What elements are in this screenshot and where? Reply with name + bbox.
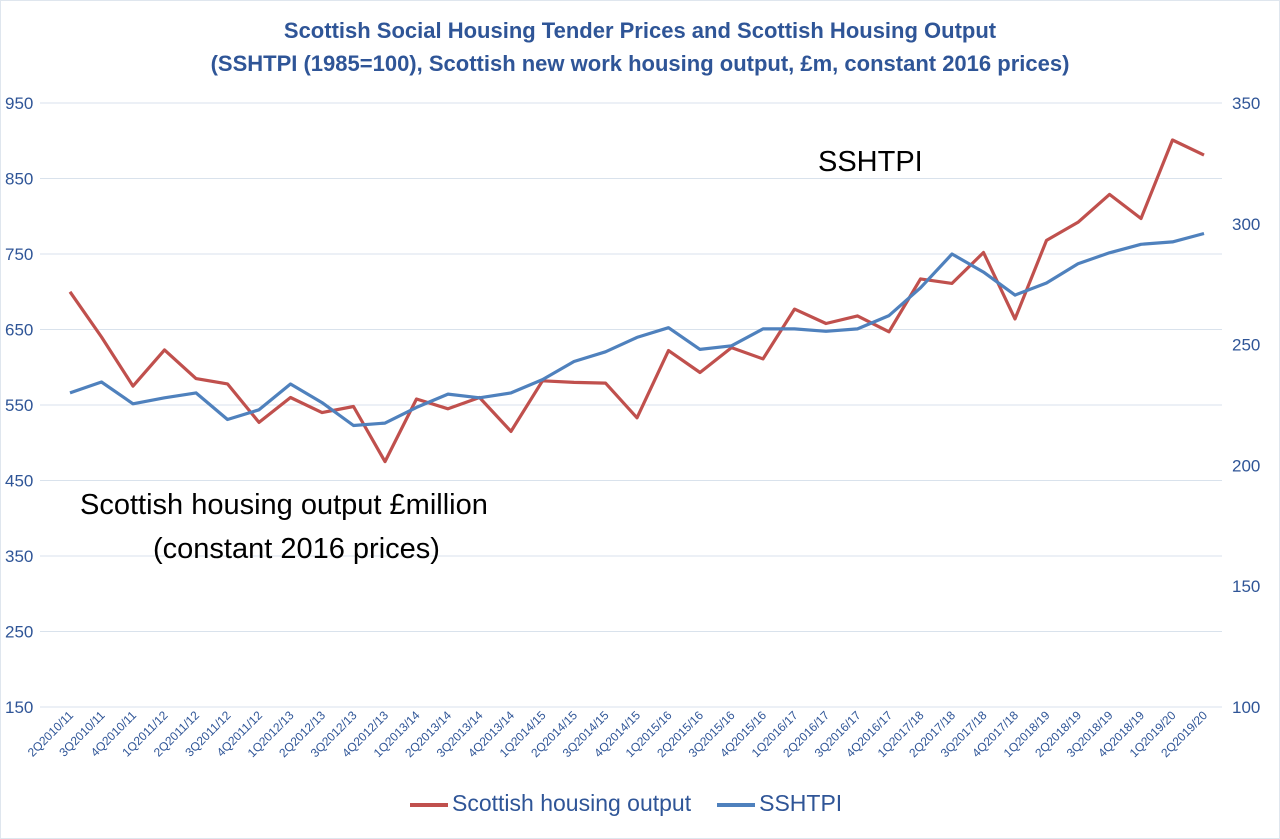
y-left-tick-label: 850: [5, 170, 33, 189]
series-line-output: [68, 138, 1205, 464]
y-left-tick-label: 450: [5, 472, 33, 491]
y-left-tick-label: 250: [5, 623, 33, 642]
legend-swatch-sshtpi: [717, 802, 756, 807]
annotation-output-line2: (constant 2016 prices): [153, 533, 440, 565]
y-right-tick-label: 300: [1232, 215, 1260, 234]
y-left-tick-label: 750: [5, 245, 33, 264]
chart-title: Scottish Social Housing Tender Prices an…: [283, 18, 997, 43]
y-left-tick-label: 950: [5, 94, 33, 113]
legend-item-output: Scottish housing output: [410, 790, 691, 817]
y-right-tick-label: 100: [1232, 698, 1260, 717]
legend-swatch-output: [410, 802, 448, 807]
legend-item-sshtpi: SSHTPI: [717, 790, 842, 817]
legend-label-sshtpi: SSHTPI: [759, 790, 843, 816]
annotation-output-line1: Scottish housing output £million: [80, 489, 488, 521]
y-right-tick-label: 250: [1232, 336, 1260, 355]
y-right-tick-label: 200: [1232, 456, 1260, 475]
legend: Scottish housing output SSHTPI: [410, 790, 842, 817]
chart-subtitle: (SSHTPI (1985=100), Scottish new work ho…: [210, 51, 1070, 76]
y-left-tick-label: 150: [5, 698, 33, 717]
y-left-tick-label: 650: [5, 321, 33, 340]
y-left-tick-label: 550: [5, 396, 33, 415]
annotation-sshtpi: SSHTPI: [818, 146, 923, 178]
y-left-tick-label: 350: [5, 547, 33, 566]
y-right-tick-label: 150: [1232, 577, 1260, 596]
y-right-tick-label: 350: [1232, 94, 1260, 113]
legend-label-output: Scottish housing output: [452, 790, 692, 816]
